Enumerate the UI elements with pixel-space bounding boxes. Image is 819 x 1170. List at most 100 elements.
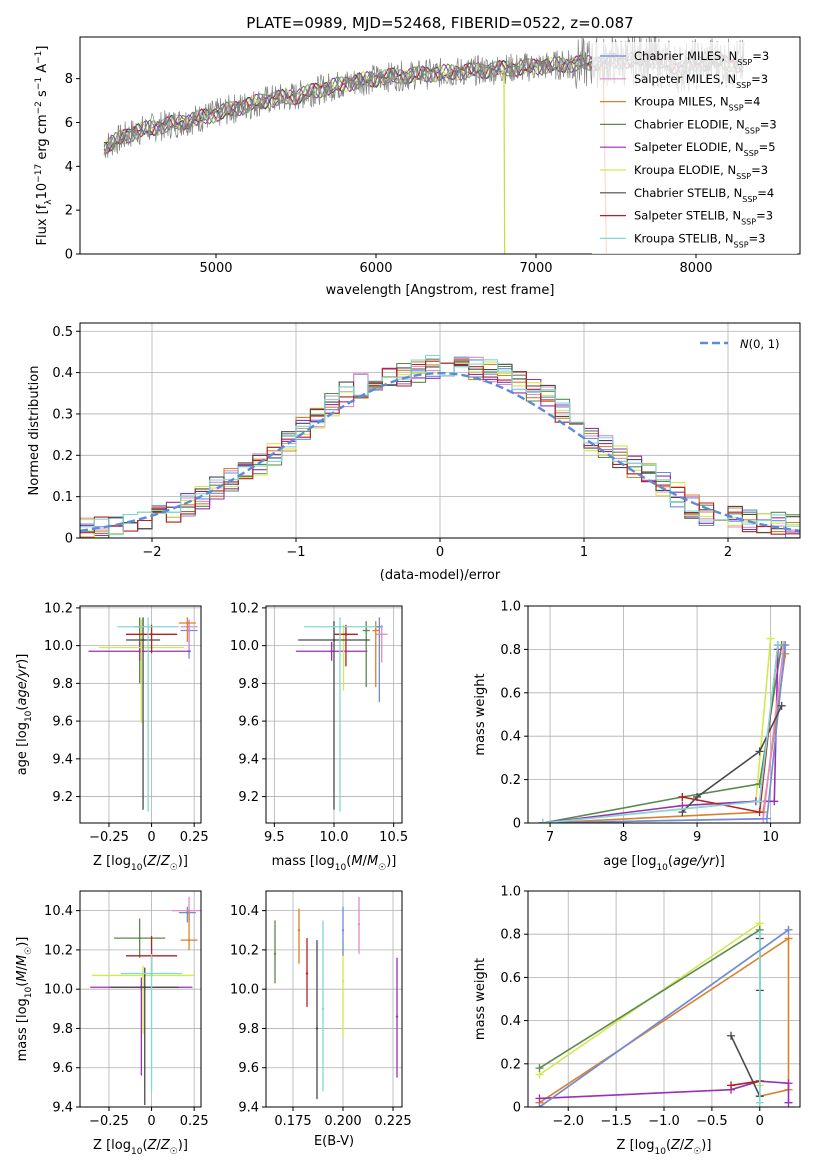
- label-part: 10: [131, 1147, 143, 1157]
- y-tick-label: 9.8: [238, 677, 259, 692]
- x-axis-label: Z [log10(Z/Z☉)]: [617, 1138, 712, 1157]
- y-tick-label: 0.8: [500, 643, 521, 658]
- x-axis-label: Z [log10(Z/Z☉)]: [93, 854, 188, 873]
- y-tick-label: 9.2: [52, 790, 73, 805]
- weight-marker: [727, 1031, 736, 1040]
- label-part: (: [346, 854, 351, 869]
- weight-marker: [773, 641, 782, 650]
- label-part: −2: [34, 101, 44, 114]
- y-tick-label: 9.6: [238, 1061, 259, 1076]
- data-point: [365, 629, 368, 632]
- x-tick-label: 9.5: [264, 830, 285, 845]
- legend-name: Chabrier ELODIE, N: [634, 117, 745, 131]
- label-part: erg cm: [35, 114, 50, 163]
- legend-args: (0, 1): [749, 337, 780, 351]
- x-tick-label: 0.25: [180, 830, 209, 845]
- weight-marker: [766, 634, 775, 643]
- label-part: Z [log: [93, 1138, 131, 1153]
- label-part: ]: [35, 46, 50, 51]
- mass_Z-plot: [90, 896, 201, 1106]
- y-tick-label: 1.0: [500, 600, 521, 615]
- label-part: )]: [701, 1138, 711, 1153]
- legend-sub: SSP: [734, 240, 749, 249]
- weight_age-axes: 7 8 9 10 0 0.2 0.4 0.6 0.8 1.0: [500, 600, 800, 845]
- y-tick-label: 10.2: [44, 943, 73, 958]
- label-part: A: [35, 64, 50, 77]
- x-tick-label: −1.5: [600, 1114, 632, 1129]
- data-point: [138, 650, 141, 653]
- legend-label: Kroupa MILES, NSSP=4: [634, 95, 760, 113]
- label-part: Z: [160, 854, 171, 869]
- label-part: Z [log: [93, 854, 131, 869]
- data-point: [395, 1015, 399, 1018]
- label-part: )]: [386, 854, 396, 869]
- label-part: )]: [15, 937, 30, 947]
- label-part: Z: [160, 1138, 171, 1153]
- y-tick-label: 10.0: [230, 983, 259, 998]
- data-point: [150, 633, 153, 636]
- data-point: [143, 986, 146, 989]
- data-point: [140, 646, 143, 649]
- legend-sub: SSP: [742, 194, 757, 203]
- legend-label: N(0, 1): [740, 337, 780, 351]
- label-part: (: [142, 1138, 147, 1153]
- label-part: Z: [670, 1138, 681, 1153]
- weight-marker: [727, 1081, 736, 1090]
- weight-marker: [762, 814, 771, 823]
- y-tick-label: 9.4: [52, 1101, 73, 1116]
- legend-sub: SSP: [736, 80, 751, 89]
- residual-plot: [80, 354, 800, 538]
- x-tick-label: 0.200: [324, 1114, 361, 1129]
- weight-marker: [535, 1064, 544, 1073]
- y-tick-label: 9.8: [52, 677, 73, 692]
- weight-marker: [781, 641, 790, 650]
- weight-line: [542, 644, 783, 823]
- x-tick-label: 10.5: [379, 830, 408, 845]
- weight-line: [730, 1080, 760, 1087]
- y-tick-label: 0.4: [500, 1014, 521, 1029]
- x-tick-label: 8: [619, 830, 627, 845]
- legend-count: =3: [751, 163, 768, 177]
- y-tick-label: 0.4: [52, 366, 73, 381]
- x-axis-label: (data-model)/error: [380, 568, 501, 583]
- weight-line: [542, 645, 787, 823]
- label-part: /: [156, 854, 161, 869]
- x-tick-label: 10: [762, 830, 779, 845]
- x-tick-label: −0.25: [89, 830, 129, 845]
- legend-count: =3: [749, 231, 766, 245]
- y-tick-label: 0.1: [52, 490, 73, 505]
- y-tick-label: 1.0: [500, 885, 521, 900]
- x-tick-label: 0.25: [180, 1114, 209, 1129]
- x-tick-label: −2: [142, 545, 161, 560]
- label-part: M: [15, 970, 30, 981]
- label-part: Z: [147, 1138, 158, 1153]
- y-axis-label: Normed distribution: [27, 366, 42, 496]
- x-tick-label: −2.0: [552, 1114, 584, 1129]
- weight-marker: [755, 747, 764, 756]
- legend-name: Chabrier MILES, N: [634, 49, 737, 63]
- x-tick-label: 5000: [199, 261, 232, 276]
- y-tick-label: 0: [513, 817, 521, 832]
- legend-name: Kroupa STELIB, N: [634, 231, 734, 245]
- label-part: Z [log: [617, 1138, 655, 1153]
- label-part: (: [15, 982, 30, 987]
- weight-marker: [784, 1098, 793, 1107]
- x-tick-label: 1: [580, 545, 588, 560]
- label-part: /: [156, 1138, 161, 1153]
- residuals-axes: −2 −1 0 1 2 0 0.1 0.2 0.3 0.4 0.5: [52, 323, 800, 560]
- data-point: [380, 633, 383, 636]
- y-tick-label: 10.2: [230, 601, 259, 616]
- weight-line: [730, 938, 761, 1097]
- mass_ebv-plot: [273, 896, 399, 1100]
- x-tick-label: 7: [546, 830, 554, 845]
- weight_Z-axes: −2.0 −1.5 −1.0 −0.5 0 0 0.2 0.4 0.6 0.8 1.0: [500, 885, 800, 1129]
- weight-marker: [755, 930, 764, 939]
- weight-marker: [755, 797, 764, 806]
- label-part: 10: [656, 863, 668, 873]
- data-point: [297, 929, 301, 932]
- y-tick-label: 0.2: [52, 449, 73, 464]
- data-point: [315, 1027, 319, 1030]
- x-tick-label: 7000: [519, 261, 552, 276]
- label-part: age [log: [15, 722, 30, 775]
